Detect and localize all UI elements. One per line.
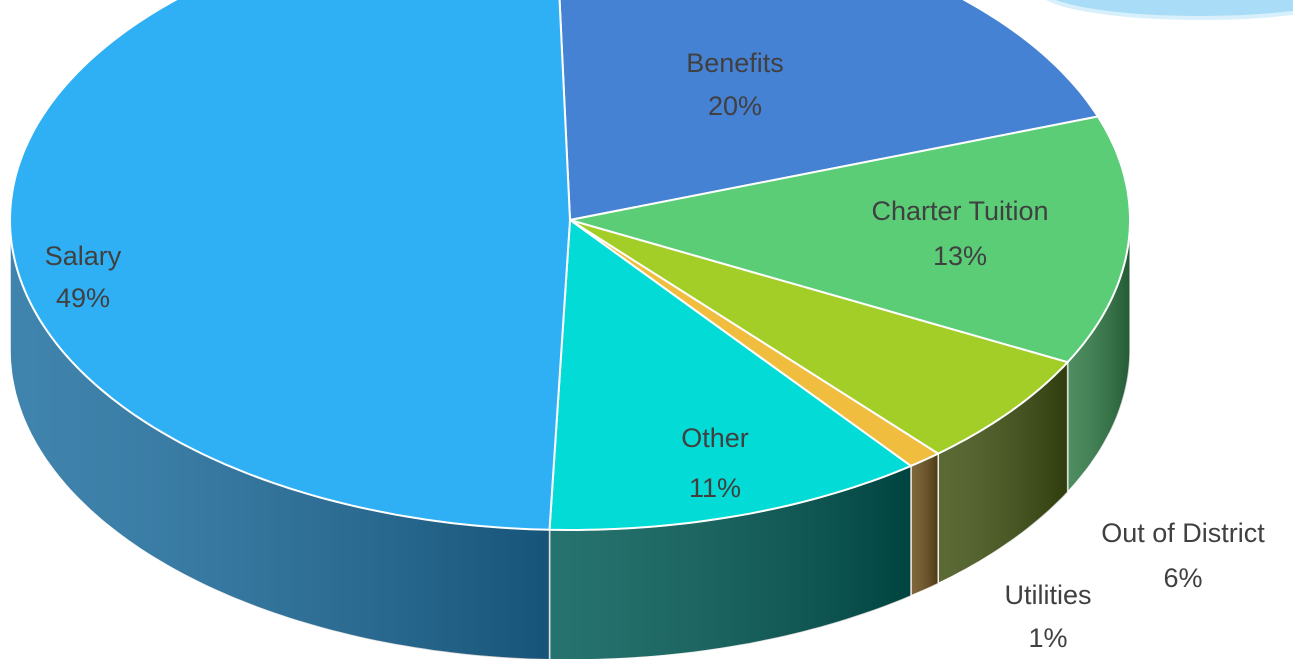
pie-sides (9, 219, 1131, 659)
slice-value-label: 1% (1028, 623, 1067, 653)
slice-side-shade (1067, 220, 1130, 493)
slice (548, 219, 912, 531)
slice-label: Charter Tuition (871, 196, 1048, 226)
labels: Benefits 20% Charter Tuition 13% Out of Dist… (45, 48, 1266, 653)
slice (569, 219, 1069, 455)
pie-tops (9, 0, 1131, 531)
slice-value-label: 6% (1163, 563, 1202, 593)
slice-side-shade (10, 220, 550, 659)
slice-label: Utilities (1004, 580, 1091, 610)
slice (9, 0, 571, 531)
slice-value-label: 49% (56, 283, 110, 313)
slice-side-shade (910, 453, 939, 596)
slice-side-shade (938, 362, 1068, 584)
slice-value-label: 20% (708, 91, 762, 121)
slice (558, 0, 1099, 221)
slice-label: Salary (45, 241, 122, 271)
slice-label: Out of District (1101, 518, 1265, 548)
slice-label: Other (681, 423, 749, 453)
slice-label: Benefits (686, 48, 784, 78)
slice-value-label: 13% (933, 241, 987, 271)
slice (569, 115, 1131, 364)
slice-value-label: 11% (689, 473, 741, 503)
decoration (1046, 0, 1293, 20)
slice-side-shade (549, 465, 911, 659)
